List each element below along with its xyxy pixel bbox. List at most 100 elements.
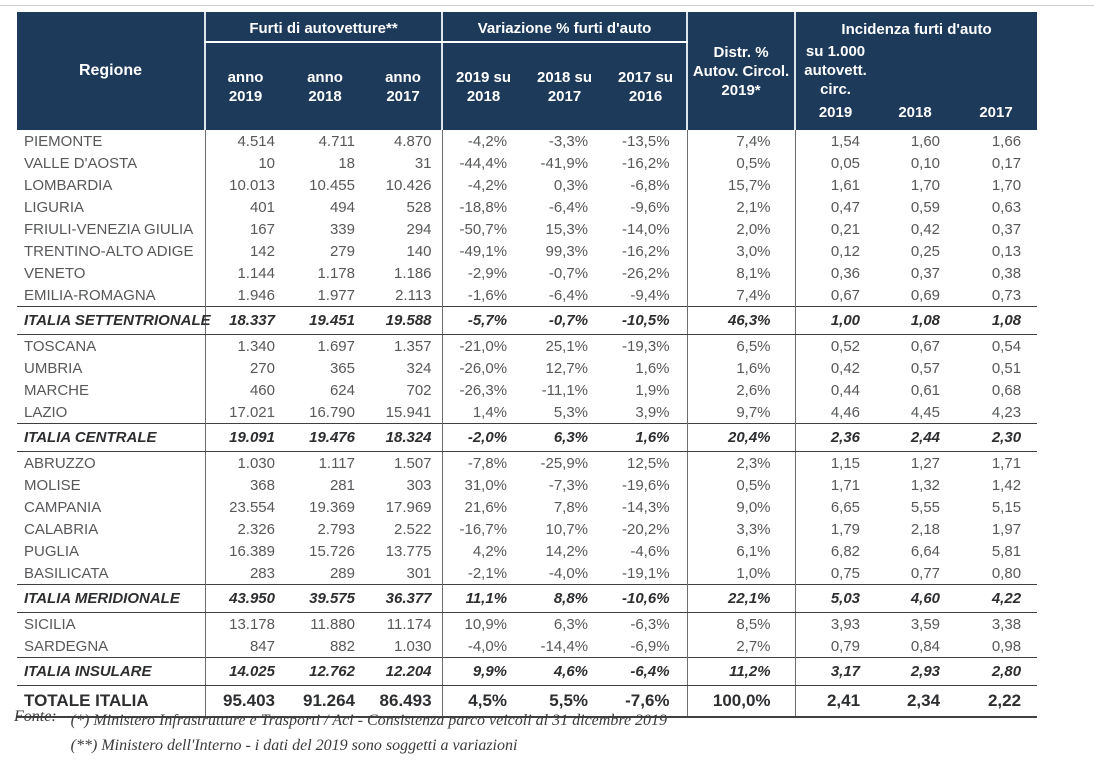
value-cell: 31 bbox=[414, 154, 432, 172]
value-cell: 12,5% bbox=[626, 454, 670, 472]
table-row: MOLISE 368 281 303 31,0% -7,3% -19,6% 0,5% 1,71 1… bbox=[17, 474, 1037, 496]
grand-total-row: TOTALE ITALIA 95.403 91.264 86.493 4,5% 5,5% -… bbox=[17, 685, 1038, 718]
value-cell: 86.493 bbox=[365, 685, 443, 718]
subtotal-row: ITALIA INSULARE 14.025 12.762 12.204 9,9% 4,6… bbox=[17, 657, 1038, 686]
value-cell: 25,1% bbox=[545, 337, 589, 355]
value-cell: -26,3% bbox=[441, 379, 525, 401]
value-cell: 3,0% bbox=[686, 240, 796, 262]
value-cell: 19.451 bbox=[285, 306, 365, 335]
value-cell: 10.455 bbox=[309, 176, 355, 194]
value-cell: 13.775 bbox=[385, 542, 432, 560]
value-cell: 17.021 bbox=[204, 401, 285, 424]
value-cell: 100,0% bbox=[686, 685, 796, 718]
region-name-cell: ITALIA INSULARE bbox=[17, 657, 205, 686]
value-cell: 8,1% bbox=[686, 262, 796, 284]
value-cell: 2.326 bbox=[204, 518, 285, 540]
value-cell: 2,34 bbox=[875, 685, 956, 718]
table-row: LAZIO 17.021 16.790 15.941 1,4% 5,3% 3,9% 9,7% 4… bbox=[17, 401, 1037, 424]
value-cell: 14,2% bbox=[545, 542, 589, 560]
value-cell: 12.204 bbox=[365, 657, 443, 686]
anno-year: 2019 bbox=[228, 87, 263, 105]
anno-year: 2018 bbox=[308, 87, 342, 105]
value-cell: 0,77 bbox=[910, 564, 941, 582]
distr-line-2: Autov. Circol. bbox=[692, 62, 790, 80]
value-cell: 1,4% bbox=[441, 401, 525, 424]
value-cell: 15,3% bbox=[545, 220, 589, 238]
value-cell: 19.091 bbox=[204, 423, 285, 452]
region-name-cell: EMILIA-ROMAGNA bbox=[24, 286, 156, 304]
var-label: 2019 su bbox=[456, 68, 512, 86]
value-cell: -0,7% bbox=[524, 306, 606, 335]
value-cell: 0,38 bbox=[991, 264, 1022, 282]
value-cell: 12.762 bbox=[285, 657, 365, 686]
value-cell: 5,55 bbox=[910, 498, 941, 516]
table-row: TOSCANA 1.340 1.697 1.357 -21,0% 25,1% -19,3% 6… bbox=[17, 334, 1037, 357]
region-name-cell: PIEMONTE bbox=[24, 132, 103, 150]
thefts-table-container: Regione Furti di autovetture** Variazion… bbox=[17, 12, 1038, 718]
value-cell: 0,21 bbox=[794, 218, 876, 240]
distr-line-1: Distr. % bbox=[713, 43, 769, 61]
value-cell: 6,3% bbox=[553, 615, 589, 633]
value-cell: 4.870 bbox=[393, 132, 432, 150]
table-row: MARCHE 460 624 702 -26,3% -11,1% 1,9% 2,6% 0,44 0… bbox=[17, 379, 1037, 401]
value-cell: -50,7% bbox=[441, 218, 525, 240]
value-cell: 624 bbox=[329, 381, 355, 399]
region-name-cell: ITALIA CENTRALE bbox=[17, 423, 205, 452]
value-cell: 1,9% bbox=[635, 381, 670, 399]
value-cell: 0,61 bbox=[910, 381, 941, 399]
table-row: PIEMONTE 4.514 4.711 4.870 -4,2% -3,3% -13,5% 7… bbox=[17, 130, 1037, 152]
value-cell: 2,80 bbox=[955, 657, 1038, 686]
value-cell: 847 bbox=[204, 635, 285, 658]
value-cell: 1,79 bbox=[794, 518, 876, 540]
region-name-cell: ABRUZZO bbox=[24, 454, 96, 472]
value-cell: -4,0% bbox=[548, 564, 589, 582]
value-cell: 31,0% bbox=[441, 474, 525, 496]
value-cell: 1.178 bbox=[317, 264, 355, 282]
value-cell: -5,7% bbox=[441, 306, 525, 335]
value-cell: -6,4% bbox=[548, 198, 589, 216]
value-cell: 0,52 bbox=[794, 334, 876, 357]
value-cell: 3,17 bbox=[794, 657, 876, 686]
value-cell: -10,6% bbox=[605, 584, 688, 613]
anno-label: anno bbox=[385, 68, 421, 86]
value-cell: 324 bbox=[406, 359, 432, 377]
value-cell: 0,68 bbox=[991, 381, 1022, 399]
value-cell: 5,3% bbox=[553, 403, 589, 421]
value-cell: 1,27 bbox=[910, 454, 941, 472]
value-cell: 2,41 bbox=[794, 685, 876, 718]
value-cell: 2,30 bbox=[955, 423, 1038, 452]
value-cell: 0,51 bbox=[991, 359, 1022, 377]
value-cell: 0,73 bbox=[991, 286, 1022, 304]
value-cell: 1,6% bbox=[686, 357, 796, 379]
value-cell: 4,60 bbox=[875, 584, 956, 613]
value-cell: 2,0% bbox=[686, 218, 796, 240]
distr-line-3: 2019* bbox=[721, 81, 761, 99]
value-cell: 1,08 bbox=[875, 306, 956, 335]
source-note-line-2: (**) Ministero dell'Interno - i dati del… bbox=[70, 737, 518, 754]
region-name-cell: VALLE D'AOSTA bbox=[24, 154, 138, 172]
value-cell: 1,54 bbox=[794, 130, 876, 152]
value-cell: 301 bbox=[406, 564, 432, 582]
value-cell: 2,7% bbox=[686, 635, 796, 658]
value-cell: -13,5% bbox=[622, 132, 670, 150]
value-cell: 2,44 bbox=[875, 423, 956, 452]
region-name-cell: TRENTINO-ALTO ADIGE bbox=[24, 242, 194, 260]
column-header-distribuzione: Distr. % Autov. Circol. 2019* bbox=[686, 12, 796, 130]
value-cell: -14,3% bbox=[622, 498, 670, 516]
value-cell: 11.174 bbox=[386, 615, 432, 633]
value-cell: 0,47 bbox=[794, 196, 876, 218]
value-cell: 17.969 bbox=[385, 498, 432, 516]
column-header-var-2019-2018: 2019 su 2018 bbox=[441, 42, 525, 130]
value-cell: 15.941 bbox=[385, 403, 432, 421]
value-cell: 1.144 bbox=[204, 262, 285, 284]
value-cell: 0,44 bbox=[794, 379, 876, 401]
value-cell: 21,6% bbox=[441, 496, 525, 518]
value-cell: 0,3% bbox=[553, 176, 589, 194]
value-cell: 702 bbox=[406, 381, 432, 399]
table-row: LOMBARDIA 10.013 10.455 10.426 -4,2% 0,3% -6,8… bbox=[17, 174, 1037, 196]
value-cell: 7,4% bbox=[686, 130, 796, 152]
value-cell: 10 bbox=[204, 152, 285, 174]
value-cell: 1,66 bbox=[991, 132, 1022, 150]
var-label: 2018 su bbox=[537, 68, 593, 86]
region-name-cell: CALABRIA bbox=[24, 520, 99, 538]
